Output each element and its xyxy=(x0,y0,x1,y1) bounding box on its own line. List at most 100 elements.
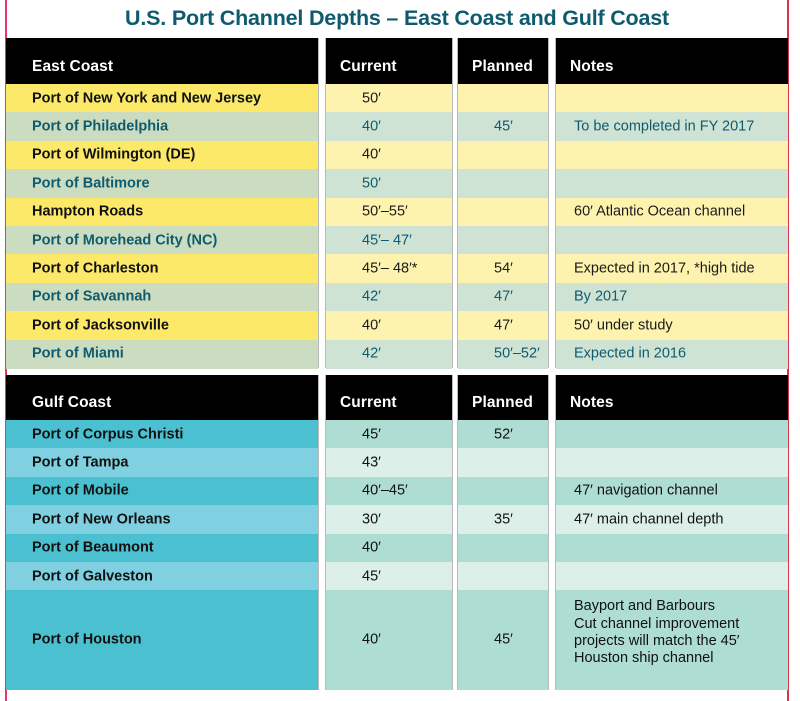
cell-notes: Bayport and Barbours Cut channel improve… xyxy=(556,590,788,690)
cell-port-name: Port of Baltimore xyxy=(6,169,318,199)
column-header-east-current: Current xyxy=(326,38,452,84)
cell-port-name: Port of Houston xyxy=(6,590,318,690)
cell-notes xyxy=(556,84,788,113)
figure-title: U.S. Port Channel Depths – East Coast an… xyxy=(125,6,669,30)
notes-value: To be completed in FY 2017 xyxy=(574,118,755,135)
cell-port-name: Port of Mobile xyxy=(6,476,318,506)
cell-notes: 60′ Atlantic Ocean channel xyxy=(556,197,788,227)
cell-notes xyxy=(556,420,788,449)
cell-planned xyxy=(458,226,548,255)
port-name-label: Port of New York and New Jersey xyxy=(32,89,262,106)
cell-current: 45′ xyxy=(326,420,452,449)
cell-port-name: Port of Corpus Christi xyxy=(6,420,318,449)
cell-planned: 45′ xyxy=(458,112,548,142)
current-value: 45′– 48′* xyxy=(362,260,418,277)
planned-value: 54′ xyxy=(494,260,513,277)
current-value: 50′ xyxy=(362,175,381,192)
cell-notes: Expected in 2017, *high tide xyxy=(556,254,788,284)
cell-port-name: Port of Morehead City (NC) xyxy=(6,226,318,255)
cell-notes: By 2017 xyxy=(556,282,788,312)
cell-planned: 35′ xyxy=(458,505,548,535)
cell-notes: To be completed in FY 2017 xyxy=(556,112,788,142)
planned-value: 47′ xyxy=(494,317,513,334)
cell-notes: Expected in 2016 xyxy=(556,339,788,369)
cell-notes: 50′ under study xyxy=(556,311,788,341)
cell-notes xyxy=(556,448,788,478)
cell-planned xyxy=(458,476,548,506)
column-header-gulf-current: Current xyxy=(326,375,452,420)
cell-notes xyxy=(556,562,788,591)
cell-planned xyxy=(458,169,548,199)
cell-planned xyxy=(458,533,548,563)
current-value: 40′ xyxy=(362,631,381,648)
cell-port-name: Port of Miami xyxy=(6,339,318,369)
cell-current: 43′ xyxy=(326,448,452,478)
current-value: 30′ xyxy=(362,511,381,528)
cell-notes xyxy=(556,169,788,199)
cell-current: 50′ xyxy=(326,169,452,199)
port-name-label: Port of New Orleans xyxy=(32,511,171,528)
cell-current: 30′ xyxy=(326,505,452,535)
planned-value: 45′ xyxy=(494,118,513,135)
cell-planned xyxy=(458,562,548,591)
cell-planned: 47′ xyxy=(458,282,548,312)
notes-value: Expected in 2016 xyxy=(574,345,687,362)
cell-current: 40′ xyxy=(326,533,452,563)
column-header-label: Planned xyxy=(472,394,533,411)
notes-value: 47′ navigation channel xyxy=(574,482,718,499)
cell-notes xyxy=(556,140,788,170)
cell-port-name: Port of Wilmington (DE) xyxy=(6,140,318,170)
column-header-label: East Coast xyxy=(32,58,114,75)
cell-current: 42′ xyxy=(326,282,452,312)
column-gutter-0 xyxy=(318,38,326,368)
cell-current: 45′– 47′ xyxy=(326,226,452,255)
cell-current: 45′– 48′* xyxy=(326,254,452,284)
current-value: 42′ xyxy=(362,345,381,362)
current-value: 45′– 47′ xyxy=(362,231,412,248)
cell-port-name: Port of Tampa xyxy=(6,448,318,478)
cell-current: 50′–55′ xyxy=(326,197,452,227)
column-header-label: Planned xyxy=(472,58,533,75)
current-value: 50′ xyxy=(362,89,381,106)
cell-port-name: Port of Galveston xyxy=(6,562,318,591)
column-header-label: Current xyxy=(340,394,397,411)
port-name-label: Port of Corpus Christi xyxy=(32,425,184,442)
current-value: 45′ xyxy=(362,425,381,442)
column-header-east-notes: Notes xyxy=(556,38,788,84)
notes-value: 47′ main channel depth xyxy=(574,511,724,528)
port-name-label: Port of Philadelphia xyxy=(32,118,169,135)
cell-planned xyxy=(458,140,548,170)
column-header-gulf-notes: Notes xyxy=(556,375,788,420)
cell-port-name: Port of New Orleans xyxy=(6,505,318,535)
column-header-gulf-planned: Planned xyxy=(458,375,548,420)
port-name-label: Port of Savannah xyxy=(32,288,152,305)
cell-port-name: Port of Philadelphia xyxy=(6,112,318,142)
column-header-label: Notes xyxy=(570,58,614,75)
cell-current: 45′ xyxy=(326,562,452,591)
column-header-east-planned: Planned xyxy=(458,38,548,84)
column-header-gulf-name: Gulf Coast xyxy=(6,375,318,420)
cell-notes: 47′ navigation channel xyxy=(556,476,788,506)
current-value: 45′ xyxy=(362,567,381,584)
planned-value: 35′ xyxy=(494,511,513,528)
column-header-label: Notes xyxy=(570,394,614,411)
port-name-label: Port of Houston xyxy=(32,631,142,648)
cell-port-name: Port of Beaumont xyxy=(6,533,318,563)
planned-value: 47′ xyxy=(494,288,513,305)
notes-value: Bayport and Barbours Cut channel improve… xyxy=(574,598,740,666)
cell-current: 42′ xyxy=(326,339,452,369)
current-value: 40′ xyxy=(362,539,381,556)
cell-port-name: Port of Charleston xyxy=(6,254,318,284)
column-header-east-name: East Coast xyxy=(6,38,318,84)
right-edge-rule xyxy=(787,0,789,701)
column-header-label: Gulf Coast xyxy=(32,394,112,411)
cell-planned: 50′–52′ xyxy=(458,339,548,369)
column-gutter-1 xyxy=(452,375,458,690)
port-name-label: Port of Jacksonville xyxy=(32,317,169,334)
current-value: 50′–55′ xyxy=(362,203,408,220)
column-gutter-1 xyxy=(452,38,458,368)
port-name-label: Port of Miami xyxy=(32,345,124,362)
cell-current: 40′–45′ xyxy=(326,476,452,506)
cell-planned xyxy=(458,448,548,478)
